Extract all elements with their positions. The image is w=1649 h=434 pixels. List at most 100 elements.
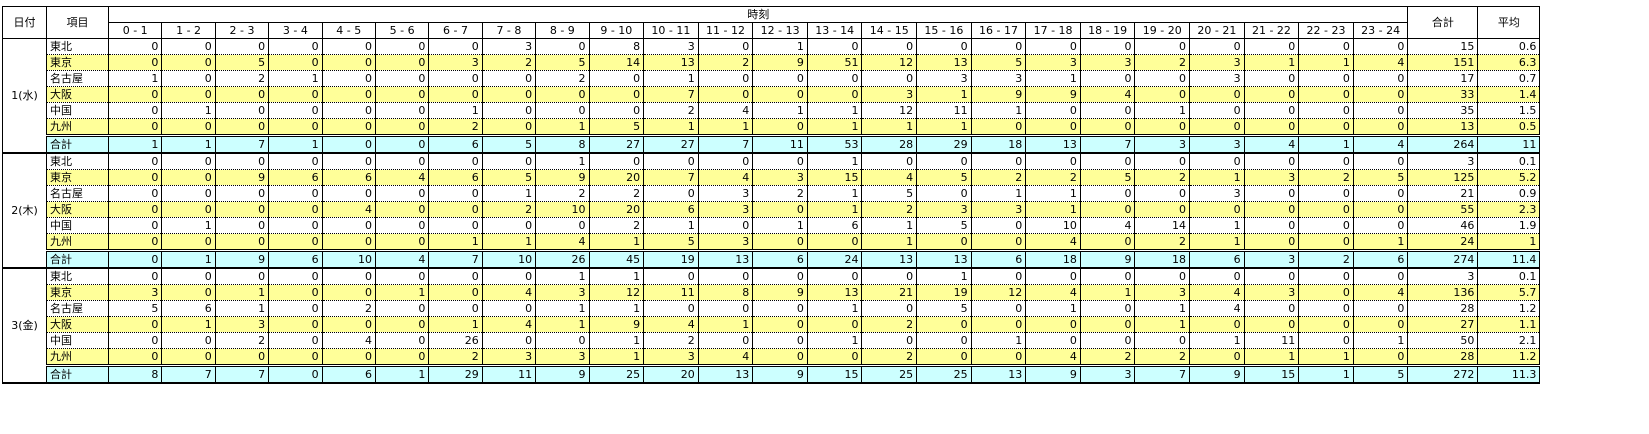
hour-value: 6 bbox=[970, 249, 1027, 269]
row-total: 272 bbox=[1407, 364, 1479, 384]
row-average: 2.1 bbox=[1477, 332, 1541, 349]
total-label: 合計 bbox=[46, 134, 109, 154]
hour-header: 7 - 8 bbox=[481, 22, 537, 39]
hour-value: 0 bbox=[1352, 316, 1409, 333]
hour-value: 4 bbox=[1025, 284, 1081, 301]
hour-value: 1 bbox=[1352, 233, 1409, 251]
hour-value: 0 bbox=[481, 268, 537, 285]
row-total: 24 bbox=[1407, 233, 1479, 251]
hour-value: 0 bbox=[1079, 38, 1136, 55]
hour-value: 2 bbox=[697, 54, 754, 71]
hour-value: 2 bbox=[214, 70, 270, 87]
hour-value: 1 bbox=[752, 38, 808, 55]
hour-value: 4 bbox=[321, 332, 376, 349]
hour-value: 3 bbox=[1189, 134, 1245, 154]
hour-value: 0 bbox=[481, 332, 537, 349]
hour-value: 3 bbox=[697, 185, 754, 202]
hour-value: 1 bbox=[861, 118, 918, 136]
hour-value: 2 bbox=[214, 332, 270, 349]
hour-value: 0 bbox=[588, 86, 645, 103]
row-total: 264 bbox=[1407, 134, 1479, 154]
table-row: 東京 0 0 5 0 0 0 3 2 5 14 13 2 9 51 12 13 5 3 3 2 3 1 1 4 151 6.3 bbox=[3, 54, 1541, 71]
hour-value: 1 bbox=[916, 86, 972, 103]
region-label: 九州 bbox=[46, 233, 109, 251]
hour-value: 2 bbox=[481, 54, 537, 71]
hour-value: 1 bbox=[752, 102, 808, 119]
hour-value: 0 bbox=[161, 284, 216, 301]
hour-value: 9 bbox=[970, 86, 1027, 103]
hour-value: 3 bbox=[1134, 284, 1191, 301]
hour-value: 0 bbox=[752, 348, 808, 366]
hour-value: 0 bbox=[374, 300, 430, 317]
hour-value: 0 bbox=[428, 268, 483, 285]
hour-value: 9 bbox=[214, 249, 270, 269]
hour-value: 0 bbox=[161, 233, 216, 251]
hour-value: 0 bbox=[970, 268, 1027, 285]
hour-value: 0 bbox=[861, 268, 918, 285]
hour-value: 0 bbox=[107, 249, 163, 269]
hour-value: 2 bbox=[1134, 233, 1191, 251]
hour-value: 2 bbox=[1134, 169, 1191, 186]
hour-value: 0 bbox=[1134, 185, 1191, 202]
hour-value: 0 bbox=[268, 54, 323, 71]
hour-value: 1 bbox=[697, 316, 754, 333]
hour-value: 9 bbox=[752, 54, 808, 71]
hour-value: 0 bbox=[1298, 201, 1354, 218]
hour-value: 1 bbox=[428, 316, 483, 333]
date-cell: 2(木) bbox=[2, 152, 47, 269]
date-cell: 3(金) bbox=[2, 267, 47, 384]
hour-value: 0 bbox=[107, 268, 163, 285]
table-row: 九州 0 0 0 0 0 0 2 0 1 5 1 1 0 1 1 1 0 0 0 0 0 0 0 0 13 0.5 bbox=[3, 118, 1541, 136]
hour-value: 0 bbox=[1189, 201, 1245, 218]
hour-value: 0 bbox=[214, 86, 270, 103]
hour-value: 0 bbox=[970, 300, 1027, 317]
row-total: 151 bbox=[1407, 54, 1479, 71]
hour-header: 2 - 3 bbox=[214, 22, 270, 39]
hour-value: 0 bbox=[643, 300, 699, 317]
hour-value: 3 bbox=[1079, 54, 1136, 71]
hour-value: 1 bbox=[481, 185, 537, 202]
hour-value: 0 bbox=[643, 268, 699, 285]
hour-value: 1 bbox=[107, 134, 163, 154]
hour-value: 0 bbox=[268, 284, 323, 301]
hour-value: 0 bbox=[535, 102, 590, 119]
hour-value: 3 bbox=[752, 169, 808, 186]
hour-value: 0 bbox=[374, 118, 430, 136]
hour-value: 0 bbox=[752, 233, 808, 251]
region-label: 東北 bbox=[46, 38, 109, 55]
hour-value: 0 bbox=[428, 201, 483, 218]
hour-value: 0 bbox=[268, 348, 323, 366]
hour-value: 0 bbox=[268, 118, 323, 136]
hour-header: 19 - 20 bbox=[1134, 22, 1191, 39]
table-row: 九州 0 0 0 0 0 0 1 1 4 1 5 3 0 0 1 0 0 4 0 2 1 0 0 1 24 1 bbox=[3, 233, 1541, 251]
hour-value: 0 bbox=[643, 185, 699, 202]
row-total: 17 bbox=[1407, 70, 1479, 87]
hour-value: 2 bbox=[1134, 54, 1191, 71]
hour-value: 18 bbox=[970, 134, 1027, 154]
hour-value: 1 bbox=[916, 118, 972, 136]
row-average: 11.3 bbox=[1477, 364, 1541, 384]
hour-value: 1 bbox=[1025, 300, 1081, 317]
hour-header: 18 - 19 bbox=[1079, 22, 1136, 39]
hour-value: 6 bbox=[806, 217, 863, 234]
hour-value: 0 bbox=[1079, 332, 1136, 349]
hour-value: 2 bbox=[861, 201, 918, 218]
hour-value: 13 bbox=[697, 364, 754, 384]
hour-value: 4 bbox=[1189, 300, 1245, 317]
hour-value: 10 bbox=[321, 249, 376, 269]
hour-value: 0 bbox=[1352, 70, 1409, 87]
region-label: 大阪 bbox=[46, 201, 109, 218]
hour-value: 1 bbox=[697, 118, 754, 136]
hour-value: 1 bbox=[752, 217, 808, 234]
hour-value: 0 bbox=[806, 316, 863, 333]
hour-value: 8 bbox=[107, 364, 163, 384]
hour-value: 10 bbox=[535, 201, 590, 218]
region-label: 名古屋 bbox=[46, 300, 109, 317]
hour-value: 0 bbox=[214, 118, 270, 136]
hour-value: 4 bbox=[1079, 86, 1136, 103]
hour-value: 0 bbox=[1079, 300, 1136, 317]
hour-value: 0 bbox=[161, 153, 216, 170]
hour-value: 4 bbox=[1189, 284, 1245, 301]
hour-value: 9 bbox=[535, 169, 590, 186]
hour-value: 4 bbox=[861, 169, 918, 186]
